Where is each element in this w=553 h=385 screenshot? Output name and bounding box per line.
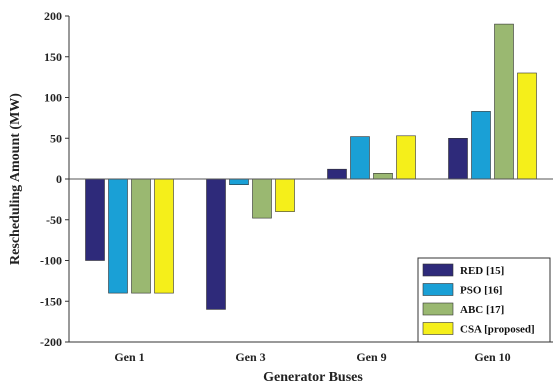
legend: RED [15] PSO [16] ABC [17] CSA [proposed] xyxy=(417,257,551,343)
legend-swatch-abc xyxy=(422,302,454,316)
legend-label-red: RED [15] xyxy=(460,265,504,277)
bar-pso-gen-1 xyxy=(108,178,128,294)
legend-label-pso: PSO [16] xyxy=(460,285,502,297)
y-tick-label: 200 xyxy=(44,9,62,23)
y-tick-label: -150 xyxy=(40,294,62,308)
bar-abc-gen-9 xyxy=(373,173,393,180)
x-axis-title: Generator Buses xyxy=(263,370,363,385)
y-axis-title: Rescheduling Amount (MW) xyxy=(8,93,23,265)
bar-red-gen-1 xyxy=(85,178,105,261)
bar-abc-gen-10 xyxy=(494,23,514,180)
bar-pso-gen-10 xyxy=(471,111,491,180)
legend-label-csa: CSA [proposed] xyxy=(460,324,535,336)
y-tick-label: 100 xyxy=(44,91,62,105)
bar-red-gen-9 xyxy=(327,168,347,180)
bar-pso-gen-9 xyxy=(350,136,370,180)
bar-red-gen-3 xyxy=(206,178,226,310)
legend-swatch-pso xyxy=(422,283,454,296)
y-tick-label: -100 xyxy=(40,254,62,268)
bar-csa-gen-1 xyxy=(154,178,174,294)
legend-label-abc: ABC [17] xyxy=(460,304,504,316)
y-tick-label: 0 xyxy=(56,172,62,186)
legend-swatch-csa xyxy=(422,322,454,335)
bar-red-gen-10 xyxy=(448,138,468,180)
bar-csa-gen-10 xyxy=(517,72,537,180)
x-tick-label: Gen 3 xyxy=(235,350,265,364)
plot-area xyxy=(85,23,537,310)
bar-pso-gen-3 xyxy=(229,178,249,185)
y-tick-label: -200 xyxy=(40,335,62,349)
bar-csa-gen-9 xyxy=(396,135,416,180)
y-tick-label: 150 xyxy=(44,50,62,64)
y-tick-label: -50 xyxy=(46,213,62,227)
y-tick-label: 50 xyxy=(50,131,62,145)
x-tick-label: Gen 9 xyxy=(356,350,386,364)
bar-abc-gen-1 xyxy=(131,178,151,294)
x-tick-label: Gen 1 xyxy=(114,350,144,364)
bar-csa-gen-3 xyxy=(275,178,295,212)
bar-abc-gen-3 xyxy=(252,178,272,219)
x-tick-label: Gen 10 xyxy=(474,350,510,364)
legend-swatch-red xyxy=(422,263,454,277)
